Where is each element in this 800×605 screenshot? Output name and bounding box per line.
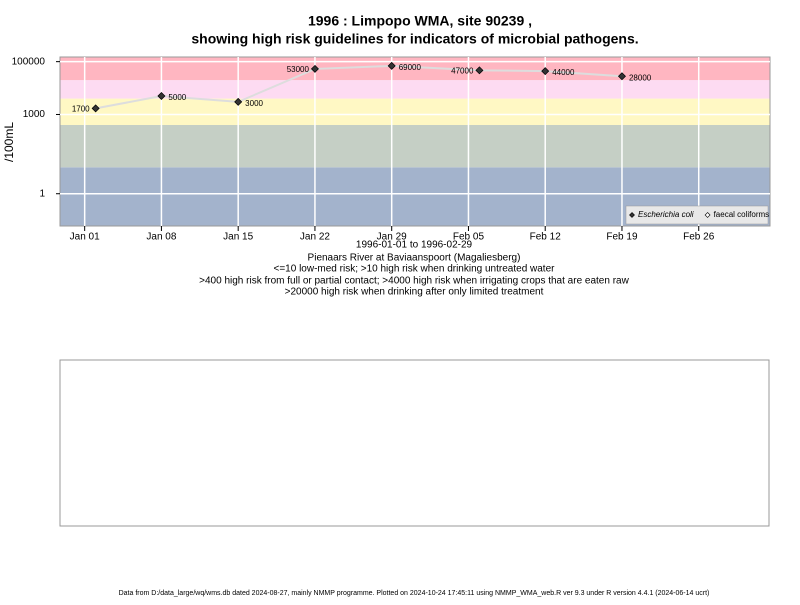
data-label: 53000 (287, 65, 310, 74)
x-tick-label: Feb 05 (453, 232, 485, 243)
legend-marker (704, 212, 711, 218)
data-label: 69000 (399, 63, 422, 72)
data-point (234, 97, 243, 106)
data-point (91, 104, 100, 113)
x-tick-label: Jan 29 (377, 232, 407, 243)
empty-panel (59, 359, 770, 527)
footer: Data from D:/data_large/wq/wms.db dated … (119, 590, 710, 597)
data-point (475, 66, 484, 75)
data-label: 44000 (552, 68, 575, 77)
x-axis-label: 1996-01-01 to 1996-02-29 (356, 240, 473, 251)
x-tick-label: Jan 22 (300, 232, 330, 243)
data-point (617, 72, 626, 81)
x-tick-label: Jan 08 (146, 232, 176, 243)
note: >20000 high risk when drinking after onl… (285, 287, 544, 298)
x-tick-label: Feb 12 (530, 232, 562, 243)
data-label: 28000 (629, 73, 652, 82)
x-tick-label: Jan 15 (223, 232, 253, 243)
note: Pienaars River at Baviaanspoort (Magalie… (308, 253, 521, 264)
data-point (310, 64, 319, 73)
data-point (541, 67, 550, 76)
y-tick-label: 1 (39, 188, 45, 199)
note: >400 high risk from full or partial cont… (199, 276, 629, 287)
chart-title: 1996 : Limpopo WMA, site 90239 , (308, 13, 532, 29)
x-tick-label: Jan 01 (70, 232, 100, 243)
legend: Escherichia coli faecal coliforms (625, 205, 770, 225)
y-axis-label: /100mL (2, 122, 16, 162)
legend-label: faecal coliforms (714, 210, 770, 219)
y-tick-label: 100000 (12, 56, 46, 67)
y-tick-label: 1000 (23, 109, 46, 120)
plot-border (59, 56, 771, 227)
series-line (95, 64, 623, 110)
risk-band (60, 98, 770, 125)
plot-area: 1 1000 100000 Jan 01 Jan 08 Jan 15 Jan 22 Jan 2… (12, 56, 771, 243)
x-tick-label: Feb 19 (606, 232, 638, 243)
legend-marker (629, 212, 635, 218)
legend-box (625, 205, 769, 225)
chart-subtitle: showing high risk guidelines for indicat… (191, 31, 638, 47)
x-tick-label: Feb 26 (683, 232, 715, 243)
legend-label: Escherichia coli (638, 210, 694, 219)
data-label: 47000 (451, 66, 474, 75)
data-label: 1700 (72, 105, 90, 114)
data-point (157, 92, 166, 101)
data-label: 5000 (168, 93, 186, 102)
risk-band (60, 124, 770, 168)
note: <=10 low-med risk; >10 high risk when dr… (274, 264, 556, 275)
data-point (387, 61, 396, 70)
data-label: 3000 (245, 99, 263, 108)
